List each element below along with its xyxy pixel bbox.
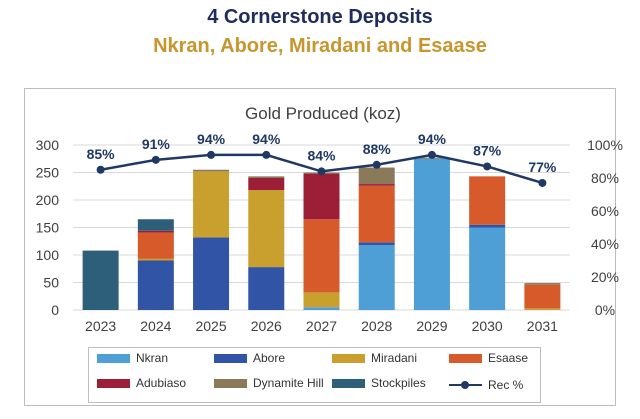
bar-abore — [469, 224, 506, 228]
rec-point — [372, 160, 381, 169]
legend-swatch — [449, 353, 482, 363]
legend-label: Nkran — [136, 351, 169, 365]
bar-adubiaso — [303, 173, 340, 220]
legend-swatch — [332, 353, 365, 363]
rec-data-label: 94% — [197, 131, 226, 147]
bar-nkran — [413, 158, 450, 310]
rec-data-label: 85% — [87, 146, 116, 162]
legend-label: Abore — [253, 351, 286, 365]
y-tick-label: 150 — [36, 220, 60, 236]
rec-point — [207, 150, 216, 159]
legend-item: Stockpiles — [332, 376, 426, 390]
rec-data-label: 84% — [307, 147, 336, 163]
legend-item: Rec % — [449, 376, 523, 394]
rec-point — [483, 162, 492, 171]
page-subtitle: Nkran, Abore, Miradani and Esaase — [153, 35, 487, 57]
y2-tick-label: 100% — [587, 137, 623, 153]
bar-abore — [193, 237, 230, 310]
legend-line-marker — [449, 376, 482, 394]
rec-data-label: 77% — [528, 159, 557, 175]
bar-esaase — [137, 232, 174, 259]
rec-data-label: 94% — [418, 131, 447, 147]
rec-point — [538, 178, 547, 187]
y2-tick-label: 20% — [591, 269, 619, 285]
bar-esaase — [358, 185, 395, 243]
legend-label: Adubiaso — [136, 376, 187, 390]
bar-dynamite-hill — [524, 283, 561, 285]
bar-esaase — [469, 176, 506, 225]
x-tick-label: 2025 — [195, 318, 226, 334]
x-tick-label: 2026 — [251, 318, 282, 334]
bar-nkran — [358, 245, 395, 310]
x-tick-label: 2028 — [361, 318, 392, 334]
y2-tick-label: 80% — [591, 170, 619, 186]
x-tick-label: 2029 — [416, 318, 447, 334]
legend-item: Miradani — [332, 351, 417, 365]
legend-item: Esaase — [449, 351, 528, 365]
y-tick-label: 300 — [36, 137, 60, 153]
bar-adubiaso — [358, 184, 395, 186]
legend-swatch — [97, 353, 130, 363]
rec-data-label: 87% — [473, 142, 502, 158]
rec-point — [317, 167, 326, 176]
y2-tick-label: 0% — [595, 302, 615, 318]
legend-item: Adubiaso — [97, 376, 186, 390]
y-tick-label: 200 — [36, 192, 60, 208]
bar-nkran — [303, 307, 340, 310]
page-title: 4 Cornerstone Deposits — [207, 6, 433, 28]
bar-abore — [137, 260, 174, 310]
bar-miradani — [193, 171, 230, 238]
rec-data-label: 94% — [252, 131, 281, 147]
x-tick-label: 2023 — [85, 318, 116, 334]
bar-esaase — [303, 219, 340, 293]
legend-swatch — [97, 378, 130, 388]
legend-item: Abore — [214, 351, 285, 365]
bar-dynamite-hill — [358, 167, 395, 185]
legend-label: Dynamite Hill — [253, 376, 324, 390]
x-tick-label: 2031 — [527, 318, 558, 334]
y2-tick-label: 40% — [591, 236, 619, 252]
bar-abore — [248, 267, 285, 310]
bar-dynamite-hill — [193, 169, 230, 172]
legend-swatch — [214, 353, 247, 363]
bar-miradani — [303, 292, 340, 308]
bar-abore — [358, 242, 395, 246]
bar-dynamite-hill — [248, 176, 285, 178]
rec-point — [96, 165, 105, 174]
bar-stockpiles — [137, 219, 174, 231]
chart-title: Gold Produced (koz) — [245, 104, 401, 123]
legend-label: Rec % — [488, 378, 524, 392]
bar-nkran — [469, 227, 506, 310]
legend-swatch — [214, 378, 247, 388]
bar-esaase — [524, 284, 561, 309]
legend: Nkran Abore Miradani Esaase Adubiaso Dynamite… — [88, 347, 541, 403]
rec-point — [262, 150, 271, 159]
rec-data-label: 88% — [363, 141, 392, 157]
legend-label: Esaase — [488, 351, 529, 365]
x-tick-label: 2027 — [306, 318, 337, 334]
rec-point — [427, 150, 436, 159]
bar-miradani — [248, 190, 285, 268]
bar-stockpiles — [82, 250, 119, 310]
y2-tick-label: 60% — [591, 203, 619, 219]
legend-swatch — [332, 378, 365, 388]
bar-miradani — [524, 308, 561, 310]
legend-label: Miradani — [371, 351, 418, 365]
y-tick-label: 250 — [36, 165, 60, 181]
y-tick-label: 100 — [36, 247, 60, 263]
x-tick-label: 2030 — [472, 318, 503, 334]
rec-point — [151, 155, 160, 164]
legend-item: Dynamite Hill — [214, 376, 324, 390]
y-tick-label: 0 — [51, 302, 59, 318]
rec-data-label: 91% — [142, 136, 171, 152]
y-tick-label: 50 — [43, 275, 59, 291]
bar-miradani — [137, 258, 174, 261]
bar-adubiaso — [137, 230, 174, 233]
legend-label: Stockpiles — [371, 376, 426, 390]
legend-item: Nkran — [97, 351, 168, 365]
x-tick-label: 2024 — [140, 318, 171, 334]
bar-adubiaso — [248, 178, 285, 191]
